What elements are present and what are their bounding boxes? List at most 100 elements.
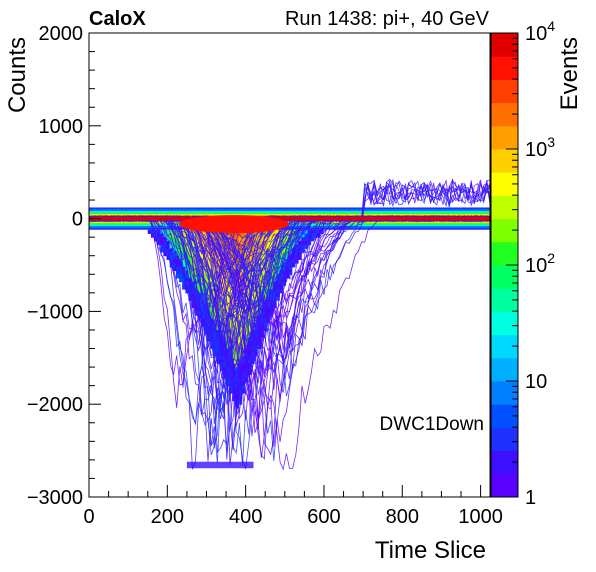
- pulse-bin: [182, 285, 186, 290]
- pulse-bin: [188, 259, 193, 264]
- pulse-bin: [182, 277, 186, 283]
- pulse-bin: [194, 237, 199, 242]
- y-tick-label: 1000: [39, 116, 84, 138]
- pulse-bin: [222, 274, 227, 279]
- pulse-bin: [266, 237, 271, 242]
- pulse-bin: [241, 385, 246, 390]
- pulse-bin: [219, 285, 224, 290]
- y-axis: 2000 1000 0 −1000 −2000 −3000: [27, 23, 101, 509]
- pulse-bin: [210, 296, 215, 301]
- pulse-bin: [229, 322, 233, 327]
- pulse-bin: [288, 229, 293, 234]
- pulse-bin: [197, 263, 202, 268]
- pulse-bin: [226, 326, 230, 331]
- pulse-bin: [238, 307, 243, 312]
- pulse-bin: [260, 281, 265, 286]
- pulse-bin: [213, 352, 218, 357]
- z-tick-label: 103: [525, 134, 555, 161]
- pulse-bin: [285, 237, 290, 242]
- pulse-bin: [251, 352, 255, 357]
- pulse-bin: [279, 277, 283, 283]
- pulse-bin: [251, 296, 255, 301]
- pulse-bin: [235, 359, 240, 364]
- pulse-bin: [279, 285, 283, 290]
- pulse-bin: [269, 240, 274, 246]
- pulse-bin: [222, 315, 227, 320]
- pulse-bin: [276, 289, 280, 294]
- color-bar-cell: [491, 404, 518, 428]
- pulse-bin: [238, 396, 243, 401]
- pulse-bin: [210, 311, 215, 316]
- pulse-bin: [316, 233, 321, 238]
- pulse-bin: [166, 229, 171, 234]
- pulse-bin: [307, 233, 312, 238]
- pulse-bin: [163, 240, 168, 246]
- pulse-bin: [247, 311, 252, 316]
- pulse-bin: [235, 300, 240, 305]
- pulse-bin: [200, 285, 205, 290]
- color-bar-cell: [491, 311, 518, 336]
- pulse-bin: [244, 240, 249, 246]
- pulse-bin: [219, 367, 224, 372]
- pulse-bin: [298, 248, 302, 253]
- pulse-bin: [298, 237, 302, 242]
- pulse-bin: [247, 326, 252, 331]
- pulse-bin: [273, 233, 277, 238]
- pulse-bin: [175, 244, 180, 249]
- pulse-bin: [263, 237, 268, 242]
- pulse-bin: [263, 315, 268, 320]
- pulse-bin: [163, 248, 168, 253]
- pulse-bin: [241, 389, 246, 394]
- pulse-bin: [247, 289, 252, 294]
- pulse-bin: [241, 344, 246, 350]
- pulse-bin: [298, 233, 302, 238]
- pulse-bin: [288, 263, 293, 268]
- pulse-bin: [279, 255, 283, 260]
- pulse-bin: [285, 229, 290, 234]
- x-tick-label: 800: [386, 506, 419, 528]
- pulse-bin: [169, 229, 174, 234]
- pulse-bin: [257, 252, 262, 257]
- pulse-bin: [191, 255, 196, 260]
- pulse-bin: [235, 237, 240, 242]
- pulse-bin: [232, 263, 236, 268]
- pulse-bin: [285, 248, 290, 253]
- color-bar-cell: [491, 450, 518, 475]
- pulse-bin: [273, 292, 277, 298]
- color-bar-cell: [491, 172, 518, 196]
- pulse-bin: [213, 255, 218, 260]
- pulse-bin: [213, 311, 218, 316]
- y-tick-label: 0: [72, 209, 83, 231]
- pulse-bin: [207, 296, 211, 301]
- pulse-bin: [298, 255, 302, 260]
- pulse-bin: [197, 285, 202, 290]
- pulse-bin: [247, 270, 252, 275]
- pulse-bin: [276, 270, 280, 275]
- pulse-bin: [235, 329, 240, 335]
- pulse-bin: [238, 248, 243, 253]
- pulse-bin: [276, 259, 280, 264]
- run-info: Run 1438: pi+, 40 GeV: [285, 8, 490, 30]
- pulse-bin: [247, 315, 252, 320]
- pulse-bin: [185, 277, 189, 283]
- pulse-bin: [222, 285, 227, 290]
- pulse-bin: [175, 266, 180, 272]
- y-tick-label: 2000: [39, 23, 84, 45]
- pulse-bin: [188, 255, 193, 260]
- pulse-bin: [244, 285, 249, 290]
- pulse-bin: [254, 237, 258, 242]
- pulse-bin: [229, 289, 233, 294]
- pulse-bin: [150, 233, 155, 238]
- pulse-bin: [229, 311, 233, 316]
- pulse-bin: [169, 255, 174, 260]
- plot-area: DWC1Down 0 200 400 600 800 1000 2000 1000 0 −100…: [27, 23, 503, 528]
- pulse-bin: [204, 233, 208, 238]
- pulse-bin: [222, 318, 227, 324]
- x-tick-label: 0: [83, 506, 94, 528]
- pulse-bin: [260, 270, 265, 275]
- pulse-bin: [188, 266, 193, 272]
- pulse-bin: [251, 270, 255, 275]
- pulse-bin: [229, 374, 233, 379]
- pulse-bin: [254, 326, 258, 331]
- pulse-bin: [166, 240, 171, 246]
